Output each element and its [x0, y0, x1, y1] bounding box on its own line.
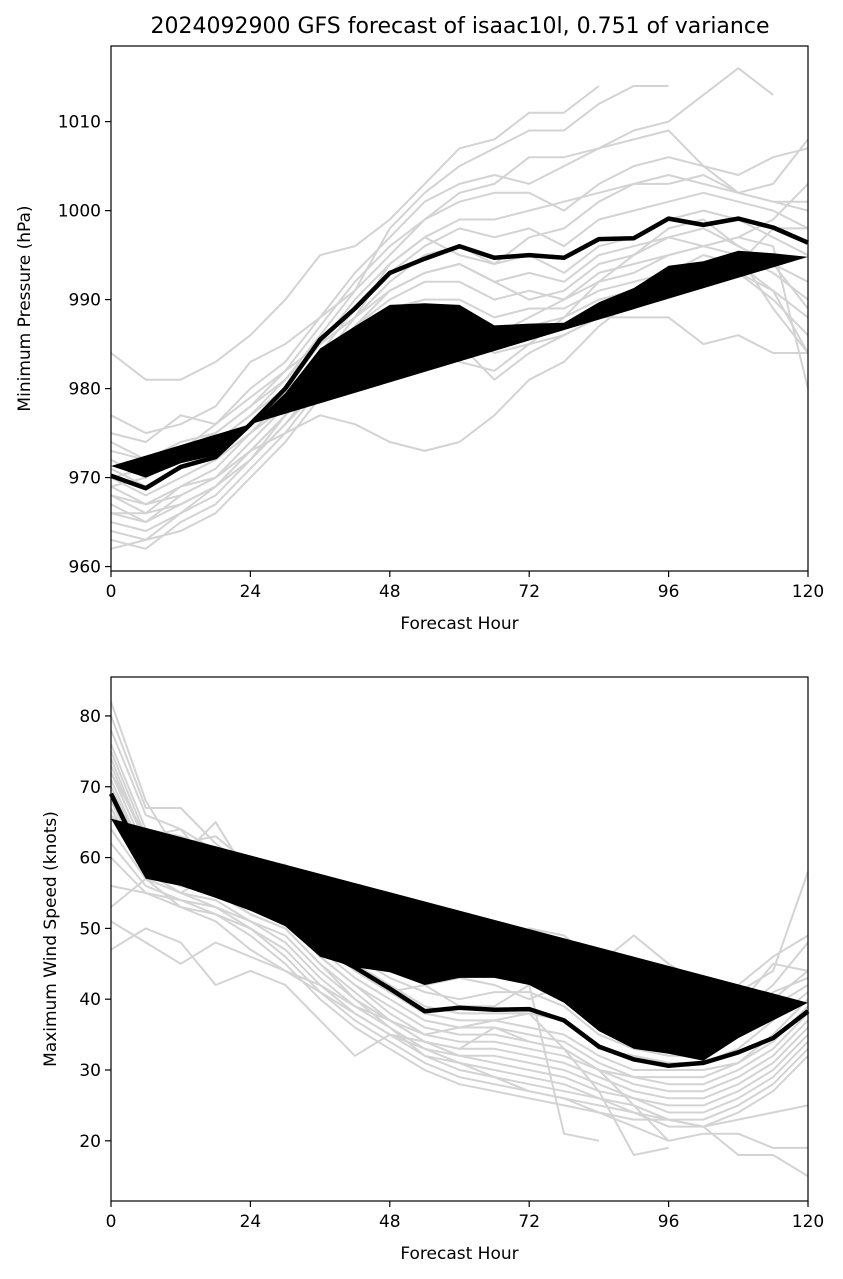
pressure-member-line-3 — [110, 85, 669, 435]
pressure-member-line-5 — [110, 129, 809, 461]
pressure-x-ticks: 0 24 48 72 96 120 — [106, 571, 824, 602]
pressure-y-axis-label: Minimum Pressure (hPa) — [15, 205, 35, 411]
pressure-x-tick-label: 72 — [518, 582, 540, 602]
wind-x-ticks: 0 24 48 72 96 120 — [106, 1201, 824, 1232]
wind-x-axis-label: Forecast Hour — [400, 1244, 518, 1264]
wind-member-line-19 — [110, 877, 808, 1149]
pressure-y-tick-label: 970 — [69, 469, 101, 489]
pressure-x-tick-label: 96 — [658, 582, 680, 602]
pressure-mean-line — [110, 216, 809, 491]
wind-series-lines — [108, 701, 810, 1178]
chart-title: 2024092900 GFS forecast of isaac10l, 0.7… — [150, 14, 769, 39]
wind-y-tick-label: 30 — [79, 1061, 101, 1081]
pressure-x-tick-label: 48 — [379, 582, 401, 602]
pressure-x-tick-label: 0 — [106, 582, 117, 602]
pressure-member-line-4 — [110, 67, 774, 443]
pressure-member-line-12 — [110, 263, 809, 524]
pressure-deterministic-line — [111, 250, 808, 478]
pressure-series-lines — [110, 67, 809, 550]
wind-x-tick-label: 0 — [106, 1212, 117, 1232]
pressure-member-line-21 — [110, 183, 809, 479]
wind-y-axis-label: Maximum Wind Speed (knots) — [41, 811, 61, 1067]
pressure-member-line-17 — [110, 174, 808, 461]
wind-y-tick-label: 70 — [79, 778, 101, 798]
wind-member-line-14 — [110, 814, 809, 1114]
wind-plot-frame — [110, 676, 809, 1202]
wind-panel: 0 24 48 72 96 120 20 30 40 50 60 70 80 Forecast Hou… — [41, 676, 824, 1264]
pressure-member-line-2 — [110, 85, 600, 381]
wind-member-line-17 — [110, 856, 809, 1128]
pressure-member-line-8 — [110, 191, 809, 497]
wind-y-tick-label: 80 — [79, 707, 101, 727]
wind-y-tick-label: 60 — [79, 849, 101, 869]
pressure-x-tick-label: 120 — [792, 582, 824, 602]
pressure-x-axis-label: Forecast Hour — [400, 614, 518, 634]
pressure-y-ticks: 960 970 980 990 1000 1010 — [58, 113, 111, 578]
pressure-y-tick-label: 1000 — [58, 202, 101, 222]
pressure-member-line-19 — [110, 227, 808, 506]
pressure-plot-frame — [110, 45, 809, 572]
wind-x-tick-label: 96 — [658, 1212, 680, 1232]
wind-member-line-18 — [110, 884, 809, 1178]
pressure-y-tick-label: 990 — [69, 291, 101, 311]
wind-x-tick-label: 48 — [379, 1212, 401, 1232]
pressure-y-tick-label: 960 — [69, 558, 101, 578]
wind-y-tick-label: 20 — [79, 1132, 101, 1152]
wind-deterministic-line — [111, 818, 808, 1061]
pressure-x-tick-label: 24 — [240, 582, 262, 602]
pressure-panel: 0 24 48 72 96 120 960 970 980 990 1000 1010 Foreca… — [15, 45, 824, 634]
wind-x-tick-label: 120 — [792, 1212, 824, 1232]
wind-member-line-21 — [110, 927, 669, 1156]
pressure-y-tick-label: 1010 — [58, 113, 101, 133]
wind-x-tick-label: 24 — [240, 1212, 262, 1232]
wind-y-ticks: 20 30 40 50 60 70 80 — [79, 707, 111, 1152]
wind-y-tick-label: 50 — [79, 919, 101, 939]
wind-x-tick-label: 72 — [518, 1212, 540, 1232]
wind-member-line-20 — [110, 920, 670, 1142]
wind-mean-line — [108, 792, 810, 1069]
pressure-y-tick-label: 980 — [69, 380, 101, 400]
wind-y-tick-label: 40 — [79, 990, 101, 1010]
